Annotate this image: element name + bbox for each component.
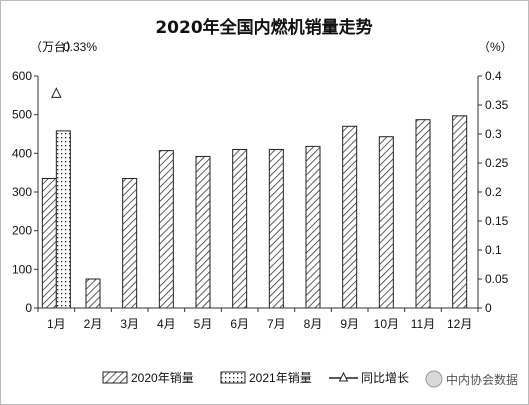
right-tick-label: 0.35 <box>485 98 509 112</box>
growth-annotation: 0.33% <box>63 40 97 54</box>
chart-title: 2020年全国内燃机销量走势 <box>155 17 372 38</box>
bar-2021 <box>55 130 71 309</box>
x-tick-label: 4月 <box>157 317 176 331</box>
x-tick-label: 7月 <box>267 317 286 331</box>
x-tick-label: 8月 <box>304 317 323 331</box>
bar-2020 <box>232 148 248 309</box>
left-tick-label: 100 <box>12 262 32 276</box>
x-tick-label: 10月 <box>374 317 399 331</box>
bar-2020 <box>195 155 211 309</box>
legend-triangle-icon <box>338 371 349 382</box>
right-tick-label: 0.1 <box>485 243 502 257</box>
bar-2020 <box>452 115 468 309</box>
x-tick-label: 6月 <box>230 317 249 331</box>
x-tick-label: 11月 <box>411 317 435 331</box>
bar-2020 <box>268 148 284 309</box>
growth-markers <box>51 87 62 98</box>
x-tick-label: 1月 <box>47 317 66 331</box>
left-tick-label: 0 <box>25 301 32 315</box>
right-tick-label: 0.15 <box>485 214 509 228</box>
bar-2020 <box>158 150 174 309</box>
x-axis: 1月 2月 3月 4月 5月 6月 7月 8月 9月 10月 11月 12月 <box>37 308 479 331</box>
left-tick-label: 400 <box>12 146 32 160</box>
bar-2020 <box>122 177 138 309</box>
left-axis-unit: （万台） <box>30 39 78 54</box>
watermark-text: 中内协会数据 <box>446 372 518 387</box>
right-tick-label: 0 <box>485 301 492 315</box>
bar-2020 <box>41 177 57 309</box>
right-tick-label: 0.25 <box>485 156 509 170</box>
x-tick-label: 3月 <box>120 317 139 331</box>
left-tick-label: 300 <box>12 185 32 199</box>
x-tick-label: 12月 <box>447 317 472 331</box>
bar-2020 <box>378 136 394 309</box>
bar-series <box>41 115 468 309</box>
growth-marker <box>51 87 62 98</box>
bar-2020 <box>85 278 101 309</box>
x-tick-label: 5月 <box>194 317 213 331</box>
bar-2020 <box>342 125 358 309</box>
right-tick-label: 0.2 <box>485 185 502 199</box>
left-tick-label: 500 <box>12 108 32 122</box>
left-axis: 0 100 200 300 400 500 600 <box>12 69 38 315</box>
watermark: 中内协会数据 <box>425 370 518 388</box>
right-tick-label: 0.05 <box>485 272 509 286</box>
left-tick-label: 600 <box>12 69 32 83</box>
legend: 2020年销量 2021年销量 同比增长 <box>102 371 409 385</box>
legend-swatch-2020 <box>102 371 128 384</box>
right-tick-label: 0.4 <box>485 69 502 83</box>
legend-swatch-2021 <box>220 371 246 384</box>
x-tick-label: 2月 <box>84 317 103 331</box>
right-axis-unit: （%） <box>478 40 513 54</box>
right-tick-label: 0.3 <box>485 127 502 141</box>
x-tick-label: 9月 <box>340 317 359 331</box>
bar-2020 <box>305 145 321 309</box>
legend-label-2021: 2021年销量 <box>249 371 312 385</box>
watermark-logo-icon <box>425 370 443 388</box>
bar-2020 <box>415 119 431 309</box>
legend-label-growth: 同比增长 <box>361 371 409 385</box>
right-axis: 0 0.05 0.1 0.15 0.2 0.25 0.3 0.35 0.4 <box>478 69 509 315</box>
left-tick-label: 200 <box>12 224 32 238</box>
legend-label-2020: 2020年销量 <box>131 371 194 385</box>
